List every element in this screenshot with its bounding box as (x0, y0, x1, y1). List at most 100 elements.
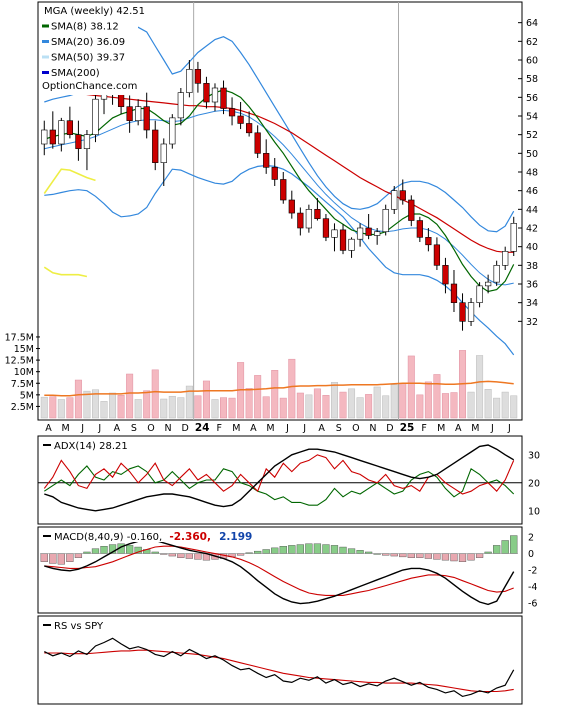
x-tick-label: 24 (195, 422, 210, 434)
volume-bar (279, 397, 287, 419)
macd-histogram-bar (313, 543, 322, 554)
x-tick-label: A (455, 423, 462, 434)
volume-bar (143, 390, 151, 419)
volume-bar (194, 395, 202, 419)
x-tick-label: J (490, 423, 494, 434)
price-tick-label: 62 (526, 37, 538, 48)
volume-bar (373, 386, 381, 419)
sma20-line (44, 109, 514, 286)
macd-histogram-bar (66, 553, 74, 562)
candle-body (92, 98, 99, 135)
macd-histogram-bar (407, 553, 415, 558)
macd-histogram-bar (390, 553, 398, 557)
adx-lines: 10 20 30 (38, 444, 540, 517)
candle-body (169, 117, 176, 145)
volume-bar (168, 395, 176, 419)
candle-body (382, 209, 389, 233)
adx-label-bg (40, 438, 128, 451)
volume-bar (228, 397, 236, 419)
adx-tick-label: 20 (528, 478, 540, 489)
volume-bar (211, 399, 219, 419)
macd-label-main: MACD(8,40,9) -0.160, (54, 532, 162, 543)
macd-histogram-bar (57, 553, 65, 565)
volume-tick-label: 7.5M (11, 379, 34, 390)
minus-di-line (43, 465, 515, 506)
candle-body (322, 218, 330, 238)
macd-histogram-bar (356, 550, 364, 554)
volume-bar (450, 392, 458, 419)
price-tick-label: 36 (526, 280, 538, 291)
price-tick-label: 50 (526, 149, 538, 160)
volume-bar (467, 391, 475, 419)
macd-histogram-bar (347, 548, 356, 554)
x-tick-label: A (45, 423, 52, 434)
candle-body (66, 120, 73, 135)
volume-bar (407, 355, 415, 419)
price-tick-label: 34 (526, 298, 538, 309)
macd-histogram-bar (40, 553, 48, 562)
macd-histogram-bar (262, 549, 270, 554)
price-tick-label: 42 (526, 224, 538, 235)
candle-body (450, 283, 458, 303)
candle-body (271, 167, 278, 180)
candle-body (476, 285, 483, 303)
watermark-text: OptionChance.com (42, 81, 137, 92)
volume-bar (441, 393, 449, 419)
volume-bars (40, 350, 518, 419)
volume-bar (151, 369, 159, 419)
macd-histogram-bar (330, 545, 339, 554)
candle-body (75, 134, 82, 149)
volume-bar (202, 380, 210, 419)
price-tick-label: 56 (526, 93, 538, 104)
volume-bar (262, 396, 270, 419)
volume-bar (433, 374, 441, 419)
macd-histogram-bar (416, 553, 424, 558)
x-tick-label: J (80, 423, 84, 434)
macd-histogram-bar (501, 540, 509, 554)
candle-body (135, 106, 142, 121)
x-tick-label: F (217, 423, 222, 434)
volume-bar (382, 395, 390, 419)
volume-bar (177, 397, 185, 419)
macd-histogram-bar (322, 544, 330, 554)
macd-histogram-bar (493, 545, 501, 554)
adx-tick-label: 10 (528, 506, 540, 517)
candle-body (263, 153, 270, 168)
macd-signal-line (44, 545, 514, 596)
x-tick-label: J (285, 423, 289, 434)
price-tick-label: 40 (526, 242, 538, 253)
legend-background (40, 3, 138, 95)
x-tick-label: M (266, 423, 274, 434)
x-tick-label: S (131, 423, 137, 434)
volume-bar (365, 394, 373, 419)
candle-body (186, 69, 193, 93)
legend-label: SMA(8) 38.12 (51, 22, 119, 33)
macd-histogram-bar (271, 547, 279, 554)
volume-bar (390, 384, 398, 419)
volume-bar (245, 388, 253, 419)
candle-body (152, 129, 159, 163)
x-tick-label: M (62, 423, 70, 434)
volume-bar (109, 392, 117, 419)
x-tick-label: 25 (400, 422, 415, 434)
candle-body (126, 106, 133, 121)
bollinger-lower-highlight (43, 168, 96, 194)
x-tick-label: M (232, 423, 240, 434)
macd-histogram-bar (339, 546, 347, 554)
candle-body (433, 244, 441, 266)
candle-body (297, 212, 304, 229)
macd-histogram-bar (100, 546, 108, 554)
x-tick-label: N (369, 423, 376, 434)
volume-tick-label: 17.5M (5, 332, 34, 343)
price-tick-label: 64 (526, 18, 538, 29)
candle-body (459, 302, 466, 322)
volume-bar (330, 382, 338, 419)
volume-bar (476, 355, 484, 419)
candle-body (485, 281, 492, 287)
candle-body (211, 87, 219, 103)
macd-histogram-bar (177, 553, 185, 558)
x-tick-label: N (164, 423, 171, 434)
candle-body (83, 134, 91, 149)
macd-histogram-bar (49, 553, 57, 564)
price-tick-label: 48 (526, 168, 538, 179)
